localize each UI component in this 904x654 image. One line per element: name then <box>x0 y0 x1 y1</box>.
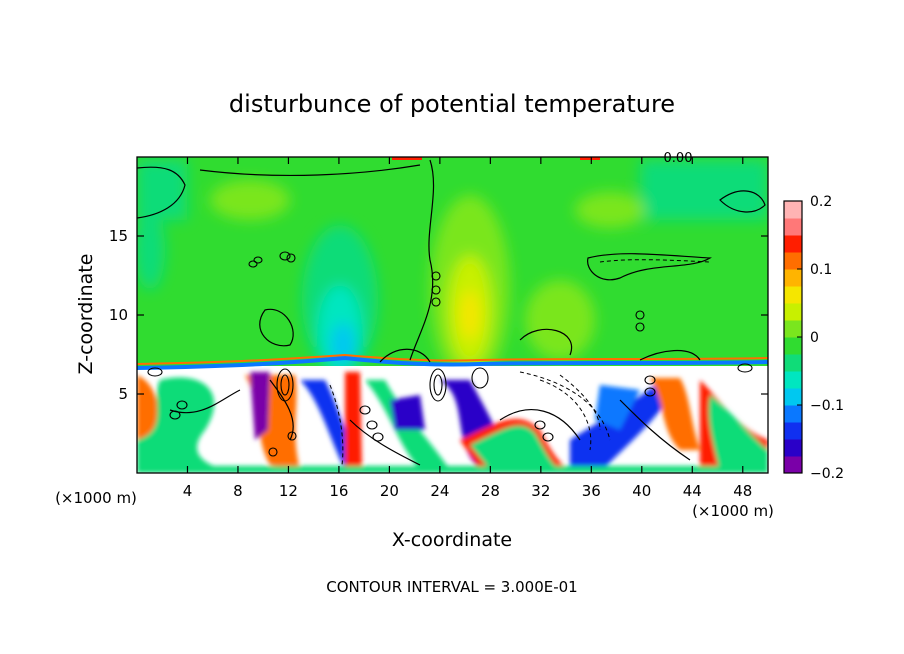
colorbar-tick-label: 0.2 <box>810 194 832 210</box>
x-tick-label: 4 <box>183 482 193 500</box>
colorbar-swatch <box>784 286 802 304</box>
x-tick-label: 44 <box>683 482 702 500</box>
x-tick-label: 48 <box>733 482 752 500</box>
colorbar-swatch <box>784 269 802 287</box>
colorbar-swatch <box>784 388 802 406</box>
x-tick-label: 12 <box>279 482 298 500</box>
colorbar-swatch <box>784 354 802 372</box>
x-tick-label: 36 <box>582 482 601 500</box>
x-tick-label: 40 <box>632 482 651 500</box>
colorbar-tick-label: −0.2 <box>810 466 844 482</box>
y-tick-label: 5 <box>118 385 128 403</box>
colorbar-swatch <box>784 456 802 474</box>
colorbar-swatch <box>784 218 802 236</box>
x-tick-label: 28 <box>481 482 500 500</box>
x-tick-label: 32 <box>531 482 550 500</box>
colorbar-swatch <box>784 337 802 355</box>
lower-layer <box>137 353 768 473</box>
chart-title: disturbunce of potential temperature <box>229 90 675 118</box>
colorbar-swatch <box>784 303 802 321</box>
x-axis-label: X-coordinate <box>392 529 512 551</box>
colorbar: −0.2 −0.1 0 0.1 0.2 <box>783 194 844 482</box>
colorbar-tick-label: 0 <box>810 330 819 346</box>
contour-rings <box>147 251 753 457</box>
y-axis-label: Z-coordinate <box>75 254 97 375</box>
colorbar-swatch <box>784 252 802 270</box>
colorbar-swatch <box>784 405 802 423</box>
x-axis: 4 8 12 16 20 24 28 32 36 40 44 48 <box>183 157 752 500</box>
colorbar-tick-label: −0.1 <box>810 398 844 414</box>
colorbar-swatch <box>784 235 802 253</box>
x-tick-label: 24 <box>430 482 449 500</box>
colorbar-swatch <box>784 320 802 338</box>
y-axis: 5 10 15 <box>109 227 768 403</box>
colorbar-swatch <box>784 439 802 457</box>
contour-interval: CONTOUR INTERVAL = 3.000E-01 <box>326 578 577 596</box>
y-tick-label: 10 <box>109 306 128 324</box>
contour-label: 0.00 <box>664 151 693 166</box>
x-tick-label: 8 <box>233 482 243 500</box>
colorbar-swatch <box>784 422 802 440</box>
x-tick-label: 20 <box>380 482 399 500</box>
colorbar-swatch <box>784 201 802 219</box>
x-unit-left: (×1000 m) <box>55 489 137 507</box>
heatmap-field <box>137 157 768 473</box>
colorbar-swatch <box>784 371 802 389</box>
colorbar-tick-label: 0.1 <box>810 262 832 278</box>
y-tick-label: 15 <box>109 227 128 245</box>
x-tick-label: 16 <box>329 482 348 500</box>
x-unit-right: (×1000 m) <box>692 502 774 520</box>
negative-contours <box>329 259 711 466</box>
